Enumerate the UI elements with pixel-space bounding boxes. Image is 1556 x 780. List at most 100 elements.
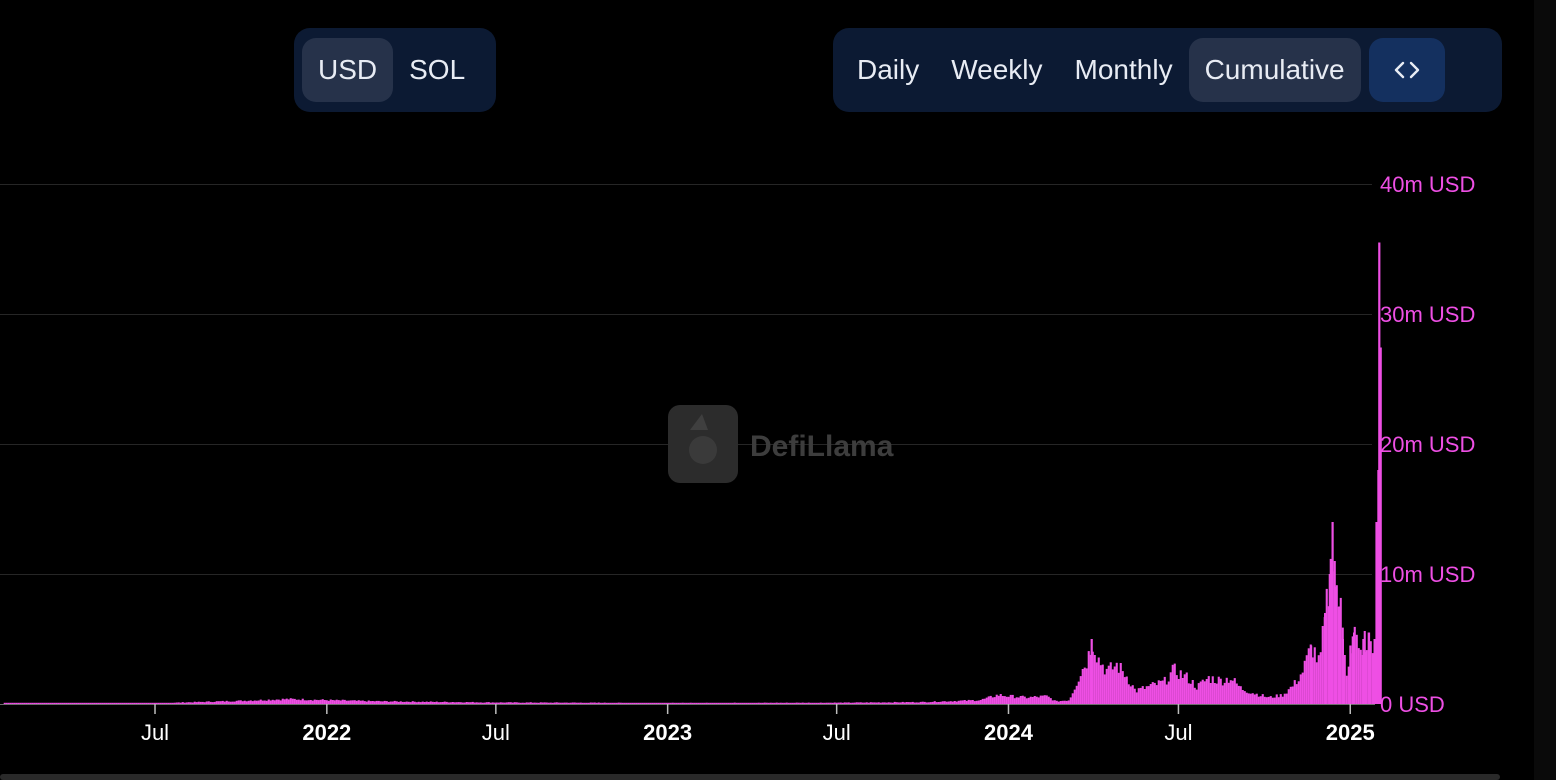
bar [925, 702, 928, 704]
bar [597, 702, 600, 704]
bar [437, 702, 440, 704]
x-axis: Jul 2022 Jul 2023 Jul 2024 Jul 2025 [141, 704, 1375, 745]
bar [1171, 664, 1174, 704]
bar [557, 702, 560, 704]
bar [249, 700, 252, 704]
bar [481, 702, 484, 704]
bar [649, 702, 652, 704]
bar [235, 700, 238, 704]
interval-monthly-button[interactable]: Monthly [1074, 54, 1173, 85]
bar [191, 702, 194, 704]
bar [391, 701, 394, 704]
bar [1037, 697, 1040, 704]
bar [1069, 697, 1072, 704]
bar [1013, 698, 1016, 704]
bar [373, 701, 376, 704]
bar [195, 702, 198, 704]
bar [1181, 678, 1184, 704]
bar [237, 700, 240, 704]
bar [1133, 688, 1136, 704]
bar [55, 702, 58, 704]
bar [175, 702, 178, 704]
bar [831, 702, 834, 704]
horizontal-scrollbar[interactable] [0, 774, 1500, 780]
bar [1135, 692, 1138, 704]
bar [1001, 696, 1004, 704]
bar [289, 698, 292, 704]
bar [579, 702, 582, 704]
bar [907, 702, 910, 704]
bar [153, 702, 156, 704]
bar [1035, 696, 1038, 704]
bar [1123, 677, 1126, 704]
bar [779, 702, 782, 704]
bar [1105, 668, 1108, 704]
bar [659, 702, 662, 704]
bar [1029, 696, 1032, 704]
bar [1033, 696, 1036, 704]
bar [693, 702, 696, 704]
bar [1245, 692, 1248, 704]
bar [1193, 687, 1196, 704]
currency-sol-button[interactable]: SOL [409, 54, 466, 85]
bar [371, 701, 374, 704]
bar [1011, 694, 1014, 704]
bar [1057, 701, 1060, 704]
bar [793, 702, 796, 704]
bar [471, 701, 474, 704]
bar [921, 701, 924, 704]
interval-cumulative-button[interactable]: Cumulative [1188, 38, 1361, 102]
bar [1249, 693, 1252, 704]
bar [35, 702, 38, 704]
bar [663, 702, 666, 704]
bar [123, 702, 126, 704]
bar [553, 702, 556, 704]
bar [1233, 678, 1236, 704]
bar [1291, 686, 1294, 704]
bar [755, 702, 758, 704]
interval-weekly-button[interactable]: Weekly [951, 54, 1043, 85]
bar [31, 702, 34, 704]
bar [1237, 685, 1240, 704]
bar [1279, 694, 1282, 704]
bar [1127, 684, 1130, 704]
bar [667, 702, 670, 704]
bar [899, 702, 902, 704]
bar [675, 702, 678, 704]
vertical-scrollbar[interactable] [1534, 0, 1556, 780]
bar [691, 702, 694, 704]
bar [1117, 672, 1120, 704]
currency-usd-button[interactable]: USD [302, 38, 394, 102]
bar [519, 702, 522, 704]
bar [313, 699, 316, 704]
bar [637, 702, 640, 704]
bar [867, 702, 870, 704]
bar [1043, 695, 1046, 704]
bar [595, 702, 598, 704]
bar [937, 702, 940, 704]
bar [599, 702, 602, 704]
bar [59, 702, 62, 704]
bar [107, 702, 110, 704]
bar [835, 702, 838, 704]
bar [571, 702, 574, 704]
bar [625, 702, 628, 704]
interval-daily-button[interactable]: Daily [857, 54, 920, 85]
bar [419, 702, 422, 704]
bar [1063, 700, 1066, 704]
bar [1261, 694, 1264, 704]
bar-peak [1334, 587, 1337, 704]
bar [581, 702, 584, 704]
bar [851, 702, 854, 704]
bar [67, 702, 70, 704]
embed-button[interactable] [1368, 38, 1445, 102]
bar [71, 702, 74, 704]
bar [1201, 679, 1204, 704]
bar [1277, 697, 1280, 704]
bar [771, 702, 774, 704]
bar [769, 702, 772, 704]
bar [1147, 686, 1150, 704]
bar [193, 701, 196, 704]
bar [349, 700, 352, 704]
x-tick-label: Jul [823, 720, 851, 745]
